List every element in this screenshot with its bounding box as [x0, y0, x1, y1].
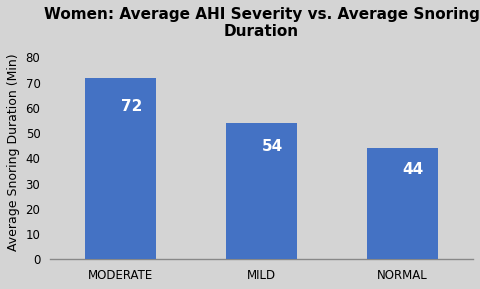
Text: 72: 72 [120, 99, 142, 114]
Y-axis label: Average Snoring Duration (Min): Average Snoring Duration (Min) [7, 53, 20, 251]
Bar [367, 148, 438, 259]
Text: 54: 54 [262, 139, 283, 154]
Title: Women: Average AHI Severity vs. Average Snoring
Duration: Women: Average AHI Severity vs. Average … [44, 7, 480, 39]
Bar [85, 77, 156, 259]
Bar [227, 123, 297, 259]
Text: 44: 44 [403, 162, 424, 177]
